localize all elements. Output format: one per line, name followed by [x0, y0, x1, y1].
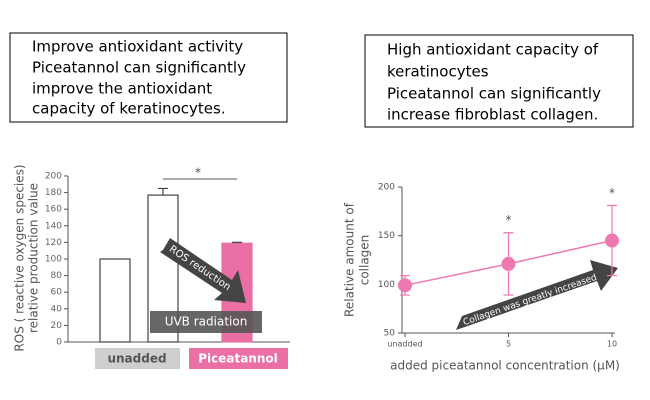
significance: * [609, 186, 615, 200]
y-tick-label: 40 [51, 304, 63, 314]
annotation-box [150, 311, 262, 333]
y-tick-label: 60 [51, 288, 63, 298]
y-tick-label: 200 [45, 172, 62, 182]
significance: * [506, 213, 512, 227]
x-tick-label: unadded [387, 340, 422, 349]
comparison-label: * [195, 166, 201, 180]
collagen-chart: 50 100 150 200 unadded 5 10 Relative amount of c… [343, 183, 620, 373]
y-tick-label: 160 [45, 205, 62, 215]
point [398, 278, 412, 293]
y-tick-label: 100 [45, 255, 62, 265]
y-tick-label: 200 [378, 183, 395, 193]
box-text: keratinocytes [387, 63, 489, 81]
box-text: High antioxidant capacity of [387, 41, 599, 59]
y-axis-label: relative production value [27, 183, 41, 333]
point [605, 233, 619, 248]
x-tick-label: 5 [506, 340, 511, 349]
box-text: capacity of keratinocytes. [32, 100, 226, 118]
x-tick-label: unadded [107, 352, 166, 366]
y-tick-label: 150 [378, 231, 395, 241]
box-text: improve the antioxidant [32, 80, 212, 98]
box-text: Piceatannol can significantly [32, 59, 246, 77]
arrow [160, 238, 246, 303]
y-tick-label: 100 [378, 280, 395, 290]
y-tick-label: 50 [384, 329, 396, 339]
y-tick-label: 180 [45, 188, 62, 198]
category-box [189, 348, 288, 369]
y-tick-label: 120 [45, 238, 62, 248]
x-tick-label: 10 [607, 340, 617, 349]
box-text: Piceatannol can significantly [387, 85, 601, 103]
x-tick-label: Piceatannol [198, 352, 278, 366]
box-text: increase fibroblast collagen. [387, 106, 598, 124]
bar [99, 258, 131, 343]
annotation: Collagen was greatly increased [462, 273, 598, 328]
point [501, 256, 516, 271]
category-box [95, 348, 180, 369]
x-axis-label: added piceatannol concentration (μM) [390, 359, 620, 373]
arrow [456, 260, 618, 330]
error-bar [232, 241, 242, 244]
y-tick-label: 140 [45, 221, 62, 231]
y-tick-label: 80 [51, 271, 63, 281]
error-bar [158, 187, 168, 196]
text-box [364, 34, 634, 128]
y-axis-label: Relative amount of [343, 202, 357, 317]
annotation: UVB radiation [165, 315, 248, 329]
ros-chart: 0 20 40 60 80 100 120 140 160 180 200 ROS ( reactiv… [13, 164, 290, 369]
y-tick-label: 0 [56, 338, 62, 348]
y-tick-label: 20 [51, 321, 63, 331]
box-text: Improve antioxidant activity [32, 38, 243, 56]
text-box [9, 32, 288, 123]
y-axis-label: collagen [358, 235, 372, 286]
y-axis-label: ROS ( reactive oxygen species) [13, 164, 27, 351]
